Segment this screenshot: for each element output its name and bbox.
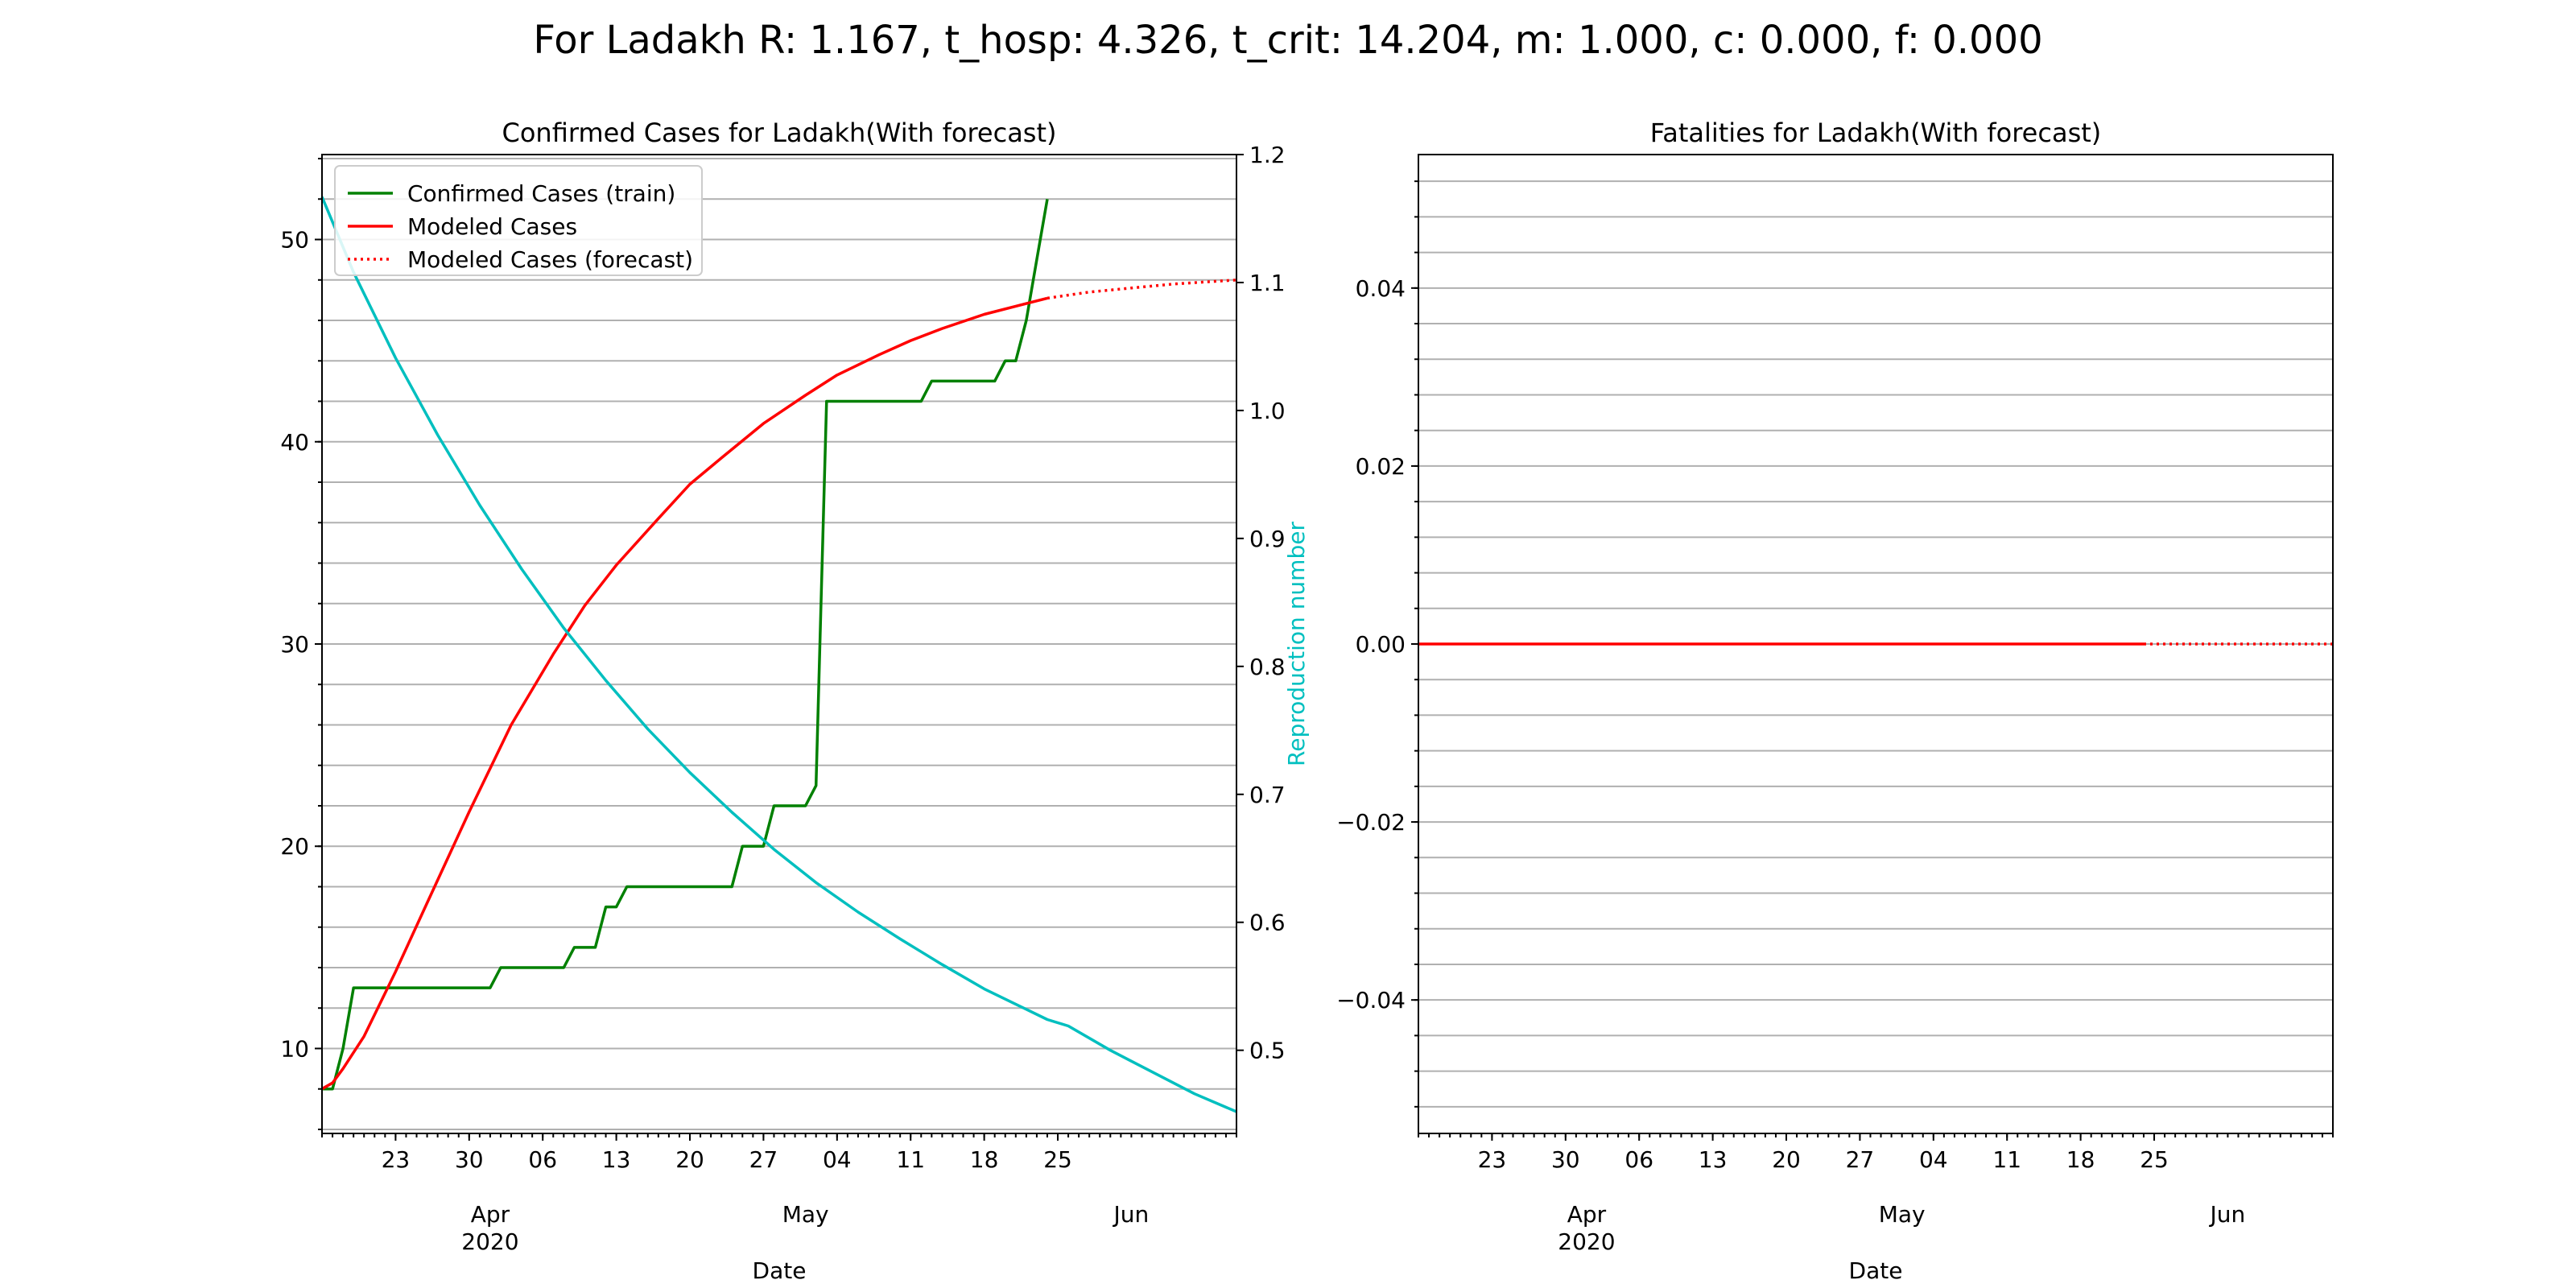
p1-x-month-label: 2020: [1558, 1228, 1615, 1255]
p1-y-tick-label: −0.02: [1336, 809, 1406, 836]
confirmed-cases-panel: 10 20 30 40 50 0.5 0.6 0.7 0.8 0.9 1.0 1.1 1.2 Reprod…: [280, 118, 1310, 1284]
p1-x-tick-label: 11: [1992, 1146, 2021, 1173]
p0-legend: Confirmed Cases (train) Modeled Cases Mode…: [334, 165, 703, 276]
p0-x-tick-label: 04: [823, 1146, 852, 1173]
p0-x-tick-label: 18: [970, 1146, 999, 1173]
p1-x-month-label: May: [1879, 1201, 1926, 1228]
p0-y-right-tick-label: 0.6: [1249, 910, 1286, 936]
p0-y-right-tick-label: 0.5: [1249, 1038, 1286, 1064]
p1-y-axis: −0.04 −0.02 0.00 0.02 0.04: [1336, 275, 1418, 1013]
p0-y-right-tick-label: 1.1: [1249, 270, 1286, 296]
p0-x-month-label: Apr: [471, 1201, 510, 1228]
p0-x-tick-label: 13: [602, 1146, 631, 1173]
p0-y-tick-label: 10: [280, 1035, 309, 1062]
p0-y-right-tick-label: 1.2: [1249, 142, 1286, 168]
p1-x-axis-label: Date: [1849, 1257, 1903, 1284]
p1-x-tick-label: 27: [1846, 1146, 1875, 1173]
p1-x-tick-label: 04: [1919, 1146, 1948, 1173]
p1-y-tick-label: 0.00: [1356, 631, 1406, 658]
p1-x-tick-label: 25: [2140, 1146, 2169, 1173]
p0-x-tick-label: 27: [749, 1146, 778, 1173]
p0-x-tick-label: 25: [1043, 1146, 1072, 1173]
p0-series-line-1: [321, 296, 1048, 1091]
p0-grid: [322, 158, 1236, 1130]
p0-y-right-axis: 0.5 0.6 0.7 0.8 0.9 1.0 1.1 1.2 Reproduction num…: [1236, 142, 1310, 1064]
p0-legend-label: Confirmed Cases (train): [407, 180, 675, 207]
p0-x-tick-label: 11: [896, 1146, 925, 1173]
p1-y-tick-label: −0.04: [1336, 987, 1406, 1013]
p0-y-axis: 10 20 30 40 50: [280, 227, 322, 1062]
p1-x-tick-label: 13: [1699, 1146, 1728, 1173]
p0-x-tick-label: 20: [675, 1146, 704, 1173]
fatalities-panel: −0.04 −0.02 0.00 0.02 0.04 23 30 06 13 20 27 04 11 18…: [1336, 118, 2334, 1284]
p0-legend-box: [334, 165, 703, 276]
p0-series-line-0: [322, 199, 1049, 1091]
p0-x-tick-label: 23: [382, 1146, 411, 1173]
p1-x-tick-label: 18: [2066, 1146, 2095, 1173]
p0-x-month-label: May: [782, 1201, 829, 1228]
p1-x-minor-ticks: [1418, 1133, 2334, 1137]
p0-chart-title: Confirmed Cases for Ladakh(With forecast…: [502, 118, 1057, 148]
p1-x-tick-label: 20: [1772, 1146, 1801, 1173]
p1-grid: [1418, 180, 2333, 1108]
figure-suptitle: For Ladakh R: 1.167, t_hosp: 4.326, t_cr…: [533, 18, 2042, 63]
p0-legend-label: Modeled Cases: [407, 213, 577, 240]
p0-x-tick-label: 06: [528, 1146, 557, 1173]
p0-y-right-axis-label: Reproduction number: [1283, 522, 1310, 766]
p0-y-tick-label: 50: [280, 227, 309, 254]
p0-x-month-label: Jun: [1113, 1201, 1150, 1228]
p0-y-tick-label: 30: [280, 631, 309, 658]
p0-y-tick-label: 40: [280, 429, 309, 456]
p1-y-tick-label: 0.04: [1356, 275, 1406, 302]
p1-x-tick-label: 30: [1551, 1146, 1580, 1173]
p0-x-axis-label: Date: [753, 1257, 807, 1284]
p1-x-month-label: Jun: [2209, 1201, 2246, 1228]
p1-chart-title: Fatalities for Ladakh(With forecast): [1650, 118, 2102, 148]
p1-y-tick-label: 0.02: [1356, 453, 1406, 480]
p1-x-tick-label: 06: [1624, 1146, 1653, 1173]
p0-series-group: [320, 196, 1237, 1113]
p0-y-right-tick-label: 1.0: [1249, 398, 1286, 424]
p0-series-line-2: [1046, 279, 1237, 300]
p1-x-month-label: Apr: [1567, 1201, 1607, 1228]
p0-y-right-tick-label: 0.8: [1249, 654, 1286, 680]
p0-x-tick-label: 30: [455, 1146, 484, 1173]
p0-y-right-tick-label: 0.7: [1249, 782, 1286, 808]
p0-series-line-3: [320, 196, 1237, 1113]
p0-y-tick-label: 20: [280, 833, 309, 860]
p0-x-month-label: 2020: [461, 1228, 518, 1255]
p0-legend-label: Modeled Cases (forecast): [407, 246, 693, 273]
p0-y-right-tick-label: 0.9: [1249, 526, 1286, 552]
p1-x-tick-label: 23: [1478, 1146, 1507, 1173]
